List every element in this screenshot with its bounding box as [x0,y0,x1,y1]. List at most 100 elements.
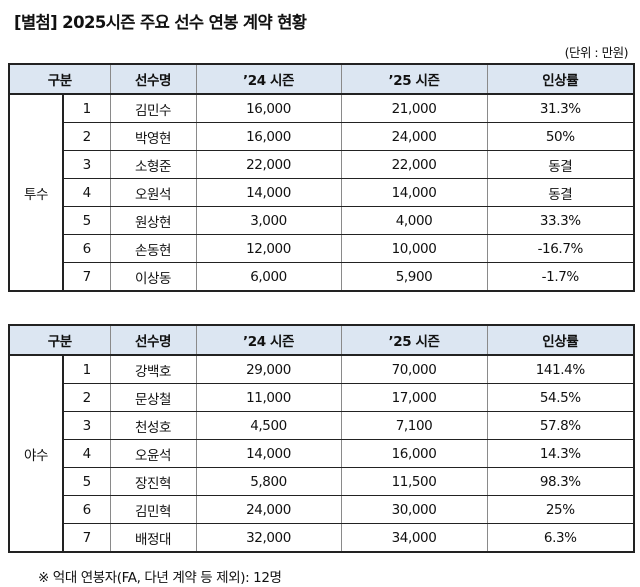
row-number: 4 [61,439,111,468]
salary-2025: 30,000 [340,495,488,524]
raise-rate: 98.3% [486,467,636,496]
salary-2025: 17,000 [340,383,488,412]
row-number: 1 [62,354,111,384]
player-name: 오원석 [109,178,197,207]
salary-2024: 16,000 [195,93,342,123]
raise-rate: 33.3% [486,206,636,235]
raise-rate: 14.3% [486,439,636,468]
raise-rate: -1.7% [486,262,636,292]
player-name: 문상철 [109,383,197,412]
salary-2024: 32,000 [195,523,342,553]
player-name: 이상동 [109,262,197,292]
raise-rate: 141.4% [486,354,636,384]
table-row: 6 김민혁 24,000 30,000 25% [9,495,636,524]
row-number: 7 [61,523,111,553]
table-row: 3 소형준 22,000 22,000 동결 [9,150,636,179]
table-row: 투수 1 김민수 16,000 21,000 31.3% [8,93,636,292]
salary-2024: 14,000 [195,439,342,468]
salary-2024: 3,000 [195,206,342,235]
header-season25: ’25 시즌 [340,63,488,95]
table-row: 4 오윤석 14,000 16,000 14.3% [9,439,636,468]
player-name: 오윤석 [109,439,197,468]
player-name: 배정대 [109,523,197,553]
salary-2025: 24,000 [340,122,488,151]
table-header-row: 구분 선수명 ’24 시즌 ’25 시즌 인상률 [7,63,636,95]
raise-rate: 동결 [486,150,636,179]
raise-rate: 50% [486,122,636,151]
table-row: 5 원상현 3,000 4,000 33.3% [9,206,636,235]
player-name: 손동현 [109,234,197,263]
table-header-row: 구분 선수명 ’24 시즌 ’25 시즌 인상률 [7,324,636,356]
raise-rate: 57.8% [486,411,636,440]
salary-2024: 11,000 [195,383,342,412]
table-row: 3 천성호 4,500 7,100 57.8% [9,411,636,440]
salary-2025: 21,000 [340,93,488,123]
document-title: [별첨] 2025시즌 주요 선수 연봉 계약 현황 [14,13,307,32]
header-raise: 인상률 [486,324,636,356]
header-season24: ’24 시즌 [195,324,342,356]
table-row: 7 배정대 32,000 34,000 6.3% [9,523,636,553]
header-category: 구분 [7,324,111,356]
raise-rate: 54.5% [486,383,636,412]
salary-2024: 5,800 [195,467,342,496]
salary-2024: 16,000 [195,122,342,151]
table-row: 야수 1 강백호 29,000 70,000 141.4% [8,354,636,553]
row-number: 6 [61,234,111,263]
salary-2024: 29,000 [195,354,342,384]
salary-2024: 12,000 [195,234,342,263]
player-name: 김민혁 [109,495,197,524]
table-row: 2 문상철 11,000 17,000 54.5% [9,383,636,412]
salary-2025: 16,000 [340,439,488,468]
footnote: ※ 억대 연봉자(FA, 다년 계약 등 제외): 12명 [38,570,282,586]
salary-2024: 24,000 [195,495,342,524]
raise-rate: 25% [486,495,636,524]
salary-2025: 4,000 [340,206,488,235]
row-number: 6 [61,495,111,524]
raise-rate: 동결 [486,178,636,207]
player-name: 박영현 [109,122,197,151]
header-player: 선수명 [109,324,197,356]
fielders-table: 구분 선수명 ’24 시즌 ’25 시즌 인상률 야수 1 강백호 29,000 70,… [7,324,636,553]
row-number: 5 [61,467,111,496]
header-category: 구분 [7,63,111,95]
salary-2025: 5,900 [340,262,488,292]
salary-2025: 10,000 [340,234,488,263]
row-number: 3 [61,150,111,179]
salary-2025: 7,100 [340,411,488,440]
table-row: 4 오원석 14,000 14,000 동결 [9,178,636,207]
player-name: 김민수 [109,93,197,123]
player-name: 천성호 [109,411,197,440]
group-label: 투수 [8,93,64,292]
raise-rate: 6.3% [486,523,636,553]
header-raise: 인상률 [486,63,636,95]
raise-rate: 31.3% [486,93,636,123]
header-season25: ’25 시즌 [340,324,488,356]
header-player: 선수명 [109,63,197,95]
table-row: 6 손동현 12,000 10,000 -16.7% [9,234,636,263]
player-name: 소형준 [109,150,197,179]
salary-2024: 6,000 [195,262,342,292]
row-number: 2 [61,383,111,412]
salary-2025: 70,000 [340,354,488,384]
salary-2025: 22,000 [340,150,488,179]
row-number: 3 [61,411,111,440]
table-row: 7 이상동 6,000 5,900 -1.7% [9,262,636,292]
table-row: 5 장진혁 5,800 11,500 98.3% [9,467,636,496]
player-name: 원상현 [109,206,197,235]
row-number: 7 [61,262,111,292]
header-season24: ’24 시즌 [195,63,342,95]
raise-rate: -16.7% [486,234,636,263]
row-number: 5 [61,206,111,235]
player-name: 강백호 [109,354,197,384]
player-name: 장진혁 [109,467,197,496]
salary-2025: 11,500 [340,467,488,496]
salary-2024: 14,000 [195,178,342,207]
salary-2024: 22,000 [195,150,342,179]
salary-2025: 14,000 [340,178,488,207]
pitchers-table: 구분 선수명 ’24 시즌 ’25 시즌 인상률 투수 1 김민수 16,000 21,… [7,63,636,292]
salary-2024: 4,500 [195,411,342,440]
salary-2025: 34,000 [340,523,488,553]
row-number: 4 [61,178,111,207]
unit-label: (단위 : 만원) [564,45,629,60]
table-row: 2 박영현 16,000 24,000 50% [9,122,636,151]
